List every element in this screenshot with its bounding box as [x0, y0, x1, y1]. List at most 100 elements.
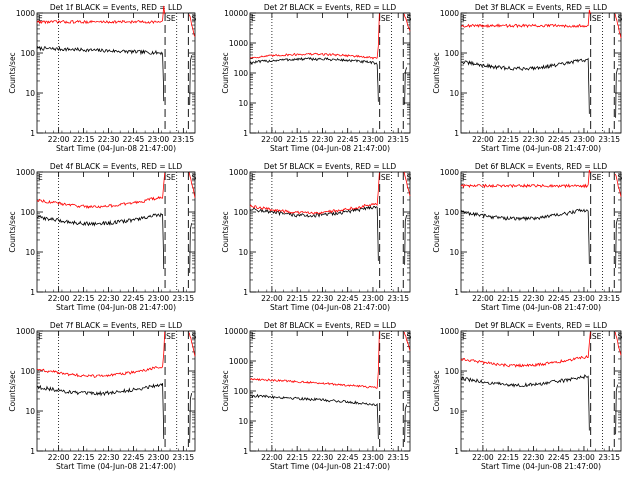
series-red-lld — [36, 331, 166, 378]
series-red-lld-post — [614, 173, 622, 197]
series-red-lld-post — [403, 171, 411, 197]
annotation-left: E — [251, 173, 256, 182]
y-axis-label: Counts/sec — [221, 211, 230, 252]
x-tick-label: 23:00 — [148, 453, 170, 462]
plot-frame — [249, 171, 411, 293]
y-tick-label: 100 — [234, 387, 249, 396]
annotation-left: E — [251, 332, 256, 341]
y-tick-label: 10 — [449, 89, 459, 98]
series-red-lld-post — [188, 14, 196, 37]
x-tick-label: 22:30 — [523, 453, 545, 462]
y-tick-label: 10 — [449, 407, 459, 416]
x-tick-label: 23:00 — [362, 294, 384, 303]
chart-title: Det 8f BLACK = Events, RED = LLD — [264, 321, 397, 330]
annotation-mid: SE — [166, 173, 176, 182]
x-tick-label: 23:00 — [573, 135, 595, 144]
annotation-left: E — [251, 14, 256, 23]
series-black-events — [36, 383, 165, 439]
y-tick-label: 10 — [25, 89, 35, 98]
chart-title: Det 7f BLACK = Events, RED = LLD — [50, 321, 183, 330]
x-tick-label: 22:30 — [312, 294, 334, 303]
series-black-events-post — [404, 214, 408, 265]
series-black-events-post — [615, 218, 619, 268]
x-tick-label: 22:15 — [286, 135, 308, 144]
chart-panel-8: Det 8f BLACK = Events, RED = LLD 1 10 100 10… — [221, 321, 412, 471]
plot-frame — [460, 171, 622, 293]
x-tick-label: 23:00 — [362, 453, 384, 462]
plot-frame — [249, 12, 411, 134]
y-axis-label: Counts/sec — [432, 370, 441, 411]
x-tick-label: 23:15 — [387, 453, 409, 462]
chart-title: Det 5f BLACK = Events, RED = LLD — [264, 162, 397, 171]
plot-frame — [36, 330, 196, 452]
y-tick-label: 10000 — [224, 327, 248, 336]
y-tick-label: 100 — [21, 49, 36, 58]
chart-panel-3: Det 3f BLACK = Events, RED = LLD 1 10 100 10… — [432, 3, 623, 153]
x-tick-label: 22:00 — [472, 453, 494, 462]
x-axis-label: Start Time (04-Jun-08 21:47:00) — [56, 144, 176, 153]
y-tick-label: 1000 — [229, 39, 248, 48]
series-red-lld — [460, 169, 591, 189]
x-tick-label: 22:45 — [337, 294, 359, 303]
series-black-events-post — [189, 223, 193, 273]
y-axis-label: Counts/sec — [221, 52, 230, 93]
x-tick-label: 22:00 — [472, 294, 494, 303]
y-tick-label: 1000 — [440, 168, 459, 177]
chart-panel-5: Det 5f BLACK = Events, RED = LLD 1 10 100 10… — [221, 162, 412, 312]
x-tick-label: 23:15 — [598, 135, 620, 144]
y-tick-label: 1 — [30, 288, 35, 297]
series-black-events — [249, 205, 379, 261]
y-tick-label: 1000 — [229, 357, 248, 366]
annotation-right: S — [192, 173, 197, 182]
y-tick-label: 1 — [454, 129, 459, 138]
x-tick-label: 22:30 — [98, 294, 120, 303]
annotation-right: S — [407, 332, 412, 341]
series-black-events-post — [189, 55, 193, 106]
y-tick-label: 1 — [243, 129, 248, 138]
x-tick-label: 23:15 — [173, 453, 195, 462]
annotation-right: S — [618, 332, 623, 341]
x-tick-label: 22:30 — [312, 453, 334, 462]
chart-title: Det 9f BLACK = Events, RED = LLD — [475, 321, 608, 330]
x-tick-label: 22:00 — [261, 294, 283, 303]
chart-panel-9: Det 9f BLACK = Events, RED = LLD 1 10 100 10… — [432, 321, 623, 471]
chart-title: Det 1f BLACK = Events, RED = LLD — [50, 3, 183, 12]
annotation-mid: SE — [166, 14, 176, 23]
x-tick-label: 22:30 — [98, 135, 120, 144]
series-red-lld — [460, 331, 591, 368]
x-tick-label: 22:00 — [48, 453, 70, 462]
x-axis-label: Start Time (04-Jun-08 21:47:00) — [270, 303, 390, 312]
annotation-left: E — [462, 14, 467, 23]
x-tick-label: 22:30 — [523, 294, 545, 303]
chart-panel-6: Det 6f BLACK = Events, RED = LLD 1 10 100 10… — [432, 162, 623, 312]
y-tick-label: 100 — [21, 208, 36, 217]
series-red-lld — [36, 5, 166, 25]
chart-title: Det 4f BLACK = Events, RED = LLD — [50, 162, 183, 171]
series-black-events — [460, 57, 590, 114]
x-tick-label: 22:45 — [337, 135, 359, 144]
x-tick-label: 23:00 — [573, 294, 595, 303]
x-tick-label: 23:00 — [362, 135, 384, 144]
x-tick-label: 22:15 — [73, 453, 95, 462]
x-tick-label: 22:45 — [548, 135, 570, 144]
y-axis-label: Counts/sec — [8, 370, 17, 411]
x-axis-label: Start Time (04-Jun-08 21:47:00) — [481, 462, 601, 471]
x-tick-label: 22:00 — [261, 453, 283, 462]
y-tick-label: 100 — [445, 208, 460, 217]
chart-panel-7: Det 7f BLACK = Events, RED = LLD 1 10 100 10… — [8, 321, 197, 471]
x-tick-label: 22:15 — [286, 294, 308, 303]
plot-frame — [36, 12, 196, 134]
x-tick-label: 22:15 — [73, 135, 95, 144]
series-red-lld — [36, 172, 166, 209]
x-tick-label: 22:15 — [73, 294, 95, 303]
x-tick-label: 22:15 — [497, 294, 519, 303]
chart-title: Det 6f BLACK = Events, RED = LLD — [475, 162, 608, 171]
series-black-events-post — [404, 67, 408, 105]
y-axis-label: Counts/sec — [432, 211, 441, 252]
x-tick-label: 22:00 — [261, 135, 283, 144]
y-tick-label: 1 — [30, 129, 35, 138]
x-tick-label: 23:15 — [387, 135, 409, 144]
y-tick-label: 10 — [238, 248, 248, 257]
annotation-left: E — [462, 173, 467, 182]
y-tick-label: 1 — [243, 288, 248, 297]
